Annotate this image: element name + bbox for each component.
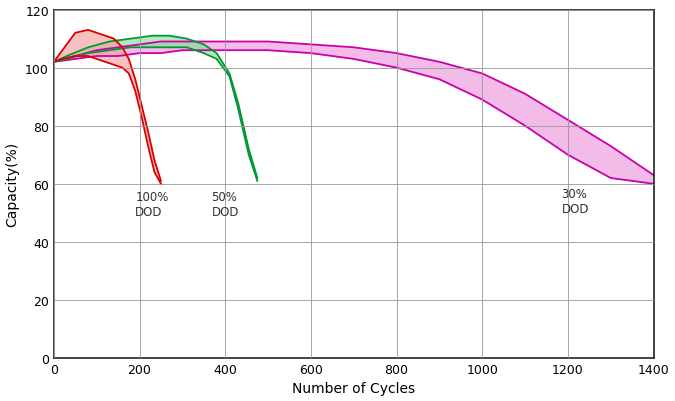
Text: 50%
DOD: 50% DOD xyxy=(211,190,239,218)
Text: 100%
DOD: 100% DOD xyxy=(135,190,169,218)
X-axis label: Number of Cycles: Number of Cycles xyxy=(292,381,415,395)
Text: 30%
DOD: 30% DOD xyxy=(562,187,589,215)
Y-axis label: Capacity(%): Capacity(%) xyxy=(5,142,20,227)
